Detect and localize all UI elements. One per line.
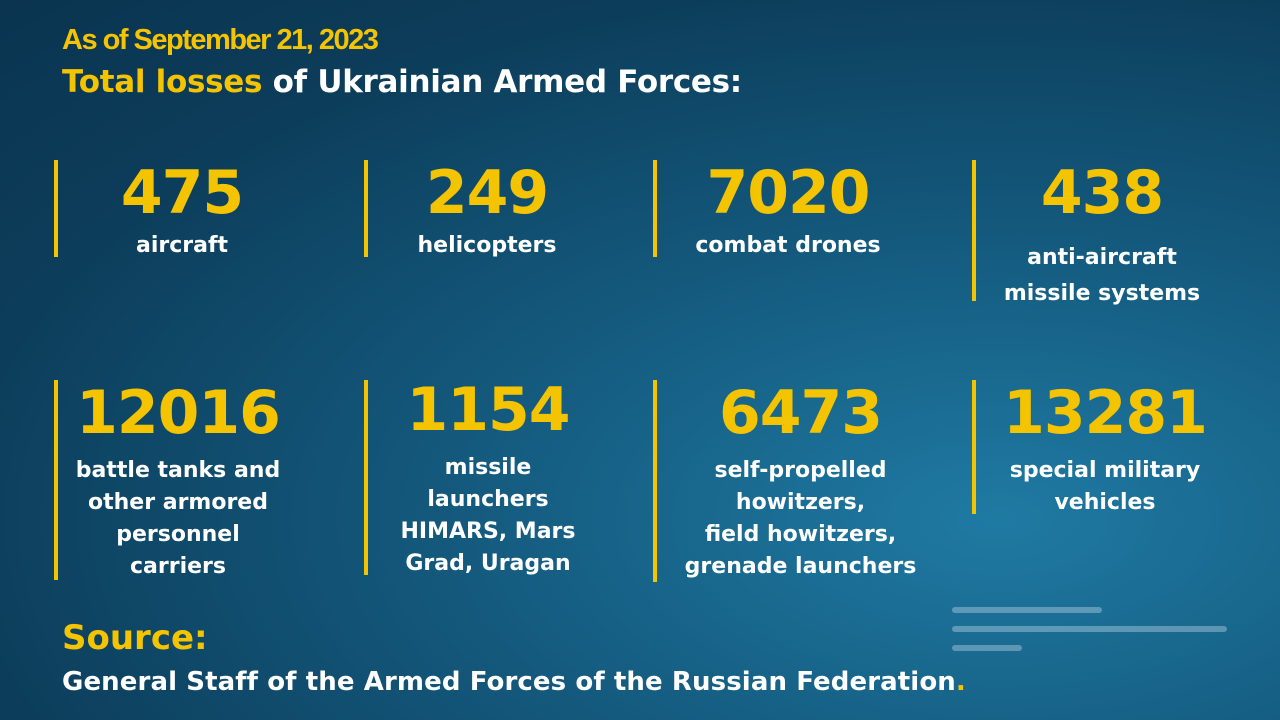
stat-label: missile launchers HIMARS, Mars Grad, Ura…	[400, 455, 576, 576]
stat-value: 475	[120, 158, 244, 228]
source-text: General Staff of the Armed Forces of the…	[62, 667, 966, 697]
accent-bar	[972, 380, 976, 514]
accent-bar	[364, 160, 368, 257]
accent-bar	[54, 160, 58, 257]
stat-label: aircraft	[135, 233, 229, 258]
source-end-mark: .	[955, 667, 966, 697]
accent-bar	[653, 160, 657, 257]
stat-label: self-propelled howitzers, field howitzer…	[684, 458, 917, 579]
source-heading: Source:	[62, 618, 208, 658]
accent-bar	[653, 380, 657, 582]
stat-label: anti-aircraft missile systems	[1003, 245, 1201, 306]
accent-bar	[364, 380, 368, 575]
stat-value: 6473	[719, 378, 883, 448]
stat-value: 7020	[706, 158, 871, 228]
title-highlight: Total losses	[62, 64, 263, 100]
stat-value: 13281	[1003, 378, 1208, 448]
page-title: Total losses of Ukrainian Armed Forces:	[62, 64, 742, 100]
stat-value: 1154	[406, 375, 571, 445]
title-rest: of Ukrainian Armed Forces:	[262, 64, 743, 100]
stat-label: combat drones	[695, 233, 881, 258]
stat-label: special military vehicles	[1009, 458, 1201, 515]
source-name: General Staff of the Armed Forces of the…	[62, 667, 956, 697]
stat-label: helicopters	[417, 233, 557, 258]
accent-bar	[972, 160, 976, 301]
stat-value: 438	[1040, 158, 1164, 228]
stat-value: 249	[425, 158, 549, 228]
stat-value: 12016	[76, 378, 281, 448]
date-line: As of September 21, 2023	[62, 24, 379, 56]
stat-label: battle tanks and other armored personnel…	[75, 458, 281, 579]
accent-bar	[54, 380, 58, 580]
